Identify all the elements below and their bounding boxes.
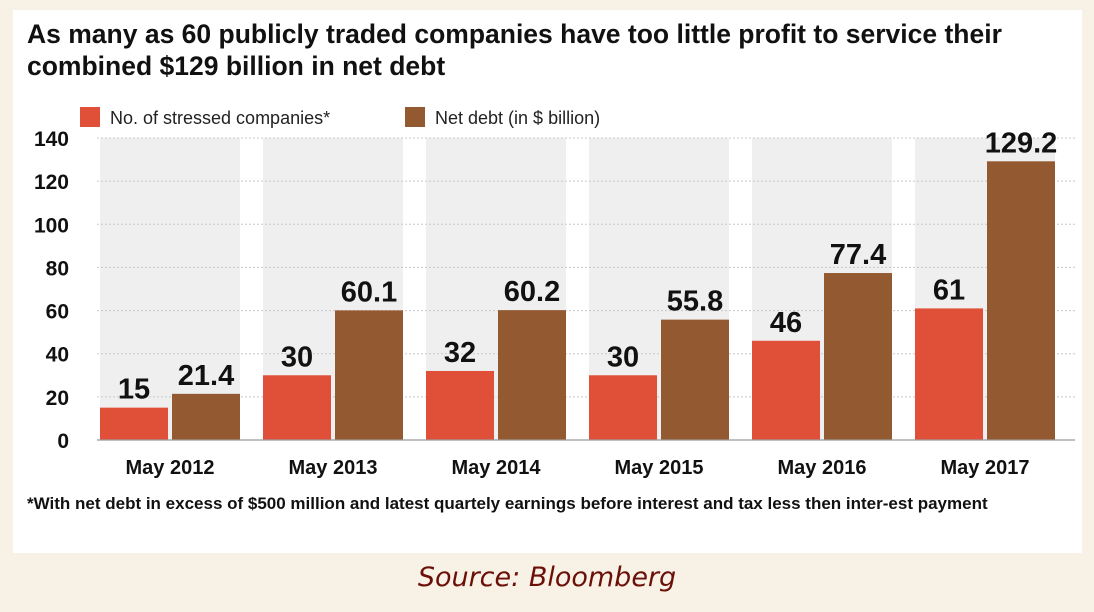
source-caption: Source: Bloomberg xyxy=(417,562,677,593)
y-tick-label: 140 xyxy=(34,128,69,151)
data-label: 129.2 xyxy=(985,127,1058,159)
bar-stressed xyxy=(589,375,657,440)
bar-stressed xyxy=(752,340,820,440)
bar-net-debt xyxy=(661,319,729,440)
chart-card: 0 20 40 60 80 100 120 140 15 21.4 30 60.1 32 60.2 30 5… xyxy=(13,10,1082,553)
bar-stressed xyxy=(915,308,983,440)
legend-swatch-stressed xyxy=(80,107,100,127)
x-tick-label: May 2013 xyxy=(289,457,378,479)
x-tick-label: May 2012 xyxy=(126,457,215,479)
category-bands xyxy=(100,138,1055,440)
y-tick-label: 100 xyxy=(34,214,69,237)
bar-stressed xyxy=(100,407,168,440)
bar-net-debt xyxy=(172,393,240,440)
data-label: 30 xyxy=(607,341,639,373)
bar-net-debt xyxy=(498,310,566,440)
bars xyxy=(100,161,1055,440)
data-labels: 15 21.4 30 60.1 32 60.2 30 55.8 46 77.4 61 129.2 xyxy=(118,127,1057,405)
y-tick-label: 80 xyxy=(46,257,69,280)
y-tick-label: 0 xyxy=(57,430,69,453)
x-axis: May 2012 May 2013 May 2014 May 2015 May 2016… xyxy=(97,439,1075,479)
data-label: 55.8 xyxy=(667,286,723,318)
legend-label-net-debt: Net debt (in $ billion) xyxy=(435,108,600,128)
data-label: 77.4 xyxy=(830,239,886,271)
data-label: 21.4 xyxy=(178,360,234,392)
y-tick-label: 60 xyxy=(46,301,69,324)
data-label: 15 xyxy=(118,374,150,406)
bar-stressed xyxy=(426,370,494,440)
data-label: 32 xyxy=(444,337,476,369)
bar-stressed xyxy=(263,375,331,440)
bar-chart: 0 20 40 60 80 100 120 140 15 21.4 30 60.1 32 60.2 30 5… xyxy=(34,107,1075,479)
data-label: 61 xyxy=(933,274,965,306)
data-label: 46 xyxy=(770,307,802,339)
gridlines xyxy=(97,137,1075,398)
data-label: 60.1 xyxy=(341,276,397,308)
y-axis: 0 20 40 60 80 100 120 140 xyxy=(34,128,69,453)
y-tick-label: 20 xyxy=(46,387,69,410)
y-tick-label: 40 xyxy=(46,344,69,367)
data-label: 60.2 xyxy=(504,276,560,308)
y-tick-label: 120 xyxy=(34,171,69,194)
chart-title: As many as 60 publicly traded companies … xyxy=(27,19,1002,81)
category-band xyxy=(100,138,240,440)
legend-swatch-net-debt xyxy=(405,107,425,127)
data-label: 30 xyxy=(281,341,313,373)
legend-label-stressed: No. of stressed companies* xyxy=(110,108,330,128)
x-tick-label: May 2014 xyxy=(452,457,542,479)
x-tick-label: May 2017 xyxy=(941,457,1030,479)
bar-net-debt xyxy=(824,273,892,440)
footnote: *With net debt in excess of $500 million… xyxy=(27,494,988,513)
bar-net-debt xyxy=(987,161,1055,440)
bar-net-debt xyxy=(335,310,403,440)
x-tick-label: May 2016 xyxy=(778,457,867,479)
x-tick-label: May 2015 xyxy=(615,457,704,479)
legend: No. of stressed companies* Net debt (in … xyxy=(80,107,600,128)
